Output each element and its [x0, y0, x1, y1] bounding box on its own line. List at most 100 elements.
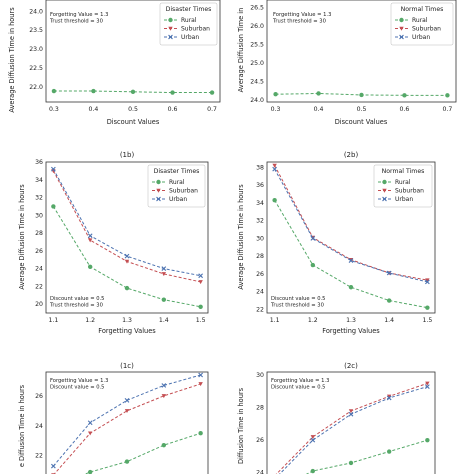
- x-tick-label: 1.3: [346, 317, 356, 324]
- y-axis-label: Average Diffusion Time in hours: [237, 184, 245, 290]
- data-point: [209, 90, 215, 95]
- legend-title: Disaster Times: [154, 168, 200, 175]
- y-tick-label: 22: [256, 306, 264, 313]
- y-tick-label: 24: [256, 470, 264, 474]
- data-point: [316, 91, 321, 96]
- data-point: [198, 280, 203, 285]
- data-point: [386, 449, 392, 454]
- data-point: [310, 236, 316, 241]
- x-tick-label: 0.5: [357, 106, 367, 113]
- legend-title: Normal Times: [382, 168, 425, 175]
- y-tick-label: 28: [35, 230, 43, 237]
- data-point: [348, 411, 354, 417]
- legend-label: Rural: [169, 179, 185, 186]
- series-suburban: [275, 381, 430, 474]
- data-point: [348, 460, 354, 466]
- y-tick-label: 28: [256, 253, 264, 260]
- annotation-text: Forgetting Value = 1.3: [273, 12, 331, 18]
- y-tick-label: 26.0: [250, 23, 264, 30]
- y-tick-label: 26: [35, 248, 43, 255]
- x-tick-label: 0.3: [271, 106, 281, 113]
- x-tick-label: 1.5: [422, 317, 432, 324]
- y-tick-label: 25.0: [250, 60, 264, 67]
- legend-entry: Rural: [152, 179, 185, 186]
- x-tick-label: 1.5: [196, 317, 206, 324]
- chart-2a: 24.024.525.025.526.026.50.3 0.4 0.5 0.6 0.7 …: [237, 0, 457, 126]
- series-line: [274, 199, 428, 309]
- y-tick-label: 22.5: [29, 65, 43, 72]
- annotation-text: Discount value = 0.5: [50, 385, 105, 391]
- series-rural: [51, 204, 203, 309]
- data-point: [386, 394, 392, 399]
- legend-entry: Rural: [378, 179, 411, 186]
- y-tick-label: 28: [256, 405, 264, 412]
- data-point: [359, 92, 364, 98]
- data-point: [51, 88, 57, 94]
- y-tick-label: 24: [35, 266, 43, 273]
- series-rural: [84, 431, 203, 474]
- data-point: [273, 92, 278, 97]
- x-tick-label: 0.7: [207, 106, 217, 113]
- data-point: [198, 382, 203, 387]
- data-point: [424, 279, 430, 285]
- data-point: [386, 395, 392, 401]
- y-tick-label: 32: [35, 195, 43, 202]
- plot-area: [45, 371, 209, 474]
- legend-label: Rural: [412, 17, 428, 24]
- legend-label: Suburban: [181, 26, 210, 33]
- y-tick-label: 34: [35, 177, 43, 184]
- x-tick-label: 1.2: [85, 317, 95, 324]
- x-tick-label: 0.6: [168, 106, 178, 113]
- series-urban: [50, 166, 204, 279]
- legend-label: Rural: [395, 179, 411, 186]
- series-urban: [278, 384, 430, 474]
- chart-2c: (2c) 24 26 28 30 Forgetting Value = 1.3Disc…: [237, 362, 436, 474]
- data-point: [348, 285, 354, 290]
- data-point: [161, 266, 167, 271]
- chart-1c: (1c) 22 24 26 Forgetting Value = 1.3Discou…: [18, 362, 209, 474]
- data-point: [425, 381, 430, 386]
- data-point: [272, 197, 277, 203]
- data-point: [91, 88, 96, 94]
- series-line: [53, 90, 213, 94]
- legend-entry: Rural: [164, 17, 197, 24]
- data-point: [425, 437, 430, 443]
- x-tick-label: 1.1: [270, 317, 280, 324]
- y-tick-label: 36: [35, 159, 43, 166]
- legend-entry: Suburban: [152, 188, 198, 195]
- y-tick-label: 20: [35, 301, 43, 308]
- annotation-text: Forgetting Value = 1.3: [271, 378, 329, 384]
- data-point: [386, 298, 392, 303]
- data-point: [170, 90, 175, 95]
- y-tick-label: 24: [35, 423, 43, 430]
- x-tick-label: 0.6: [400, 106, 410, 113]
- legend-entry: Urban: [395, 34, 430, 41]
- x-tick-label: 0.3: [49, 106, 59, 113]
- x-tick-label: 0.5: [128, 106, 138, 113]
- data-point: [124, 253, 130, 259]
- x-axis-label: Discount Values: [107, 118, 160, 126]
- data-point: [161, 272, 167, 277]
- series-suburban: [51, 382, 203, 474]
- y-tick-label: 23.5: [29, 27, 43, 34]
- series-rural: [51, 88, 215, 95]
- y-axis-label: Average Diffusion Time in: [237, 8, 245, 93]
- legend-entry: Suburban: [378, 188, 424, 195]
- y-tick-label: 26: [35, 393, 43, 400]
- x-tick-label: 1.3: [122, 317, 132, 324]
- series-line: [274, 168, 428, 283]
- data-point: [87, 238, 93, 243]
- y-tick-label: 30: [256, 235, 264, 242]
- annotation-text: Discount value = 0.5: [271, 385, 326, 391]
- data-point: [272, 166, 278, 172]
- data-point: [348, 409, 354, 414]
- data-point: [161, 297, 167, 302]
- data-point: [402, 93, 407, 98]
- legend-entry: Urban: [152, 196, 187, 203]
- plot-area: [266, 371, 436, 474]
- data-point: [161, 442, 167, 448]
- legend-label: Urban: [169, 196, 187, 203]
